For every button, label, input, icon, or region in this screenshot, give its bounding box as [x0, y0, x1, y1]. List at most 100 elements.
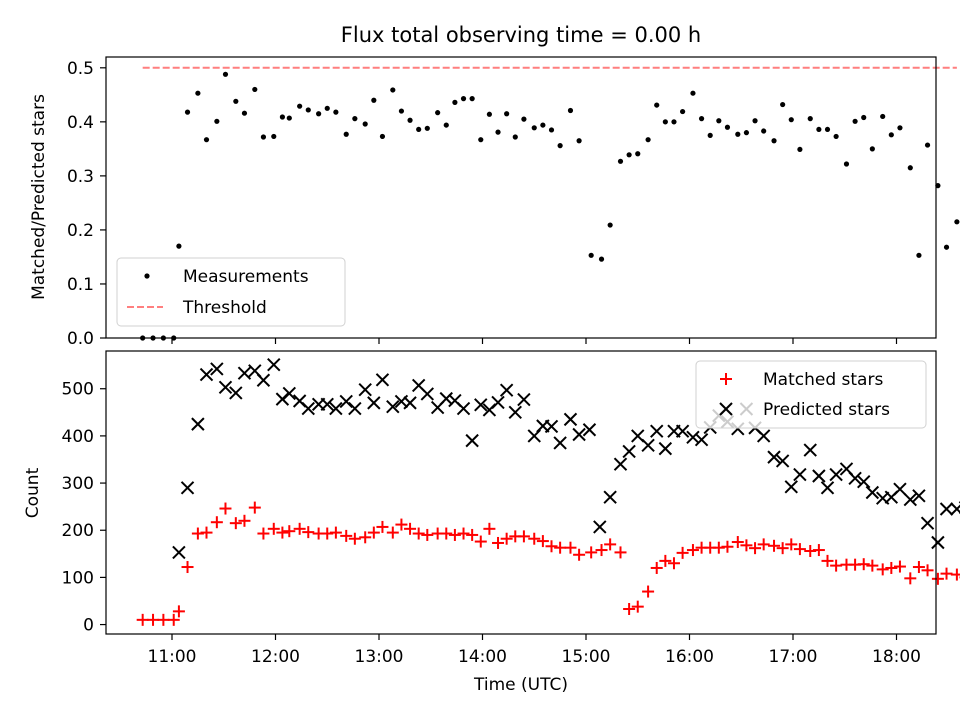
measurement-point: [654, 102, 659, 107]
measurement-point: [646, 137, 651, 142]
measurement-point: [635, 151, 640, 156]
measurement-point: [789, 117, 794, 122]
measurement-point: [761, 128, 766, 133]
measurement-point: [699, 116, 704, 121]
measurement-point: [325, 106, 330, 111]
measurement-point: [608, 222, 613, 227]
measurement-point: [287, 115, 292, 120]
x-tick-label: 15:00: [562, 647, 611, 667]
top-y-axis-label: Matched/Predicted stars: [29, 94, 49, 300]
measurement-point: [344, 132, 349, 137]
legend-measurements-label: Measurements: [183, 267, 309, 287]
measurement-point: [380, 134, 385, 139]
measurement-point: [416, 127, 421, 132]
measurement-point: [532, 125, 537, 130]
measurement-point: [808, 116, 813, 121]
measurement-point: [797, 147, 802, 152]
measurement-point: [771, 138, 776, 143]
measurement-point: [495, 130, 500, 135]
chart-title: Flux total observing time = 0.00 h: [341, 23, 701, 47]
measurement-point: [744, 130, 749, 135]
x-tick-label: 18:00: [872, 647, 921, 667]
measurement-point: [589, 253, 594, 258]
measurement-point: [861, 115, 866, 120]
measurement-point: [461, 96, 466, 101]
x-tick-label: 12:00: [251, 647, 300, 667]
measurement-point: [280, 114, 285, 119]
measurement-point: [627, 152, 632, 157]
measurement-point: [834, 134, 839, 139]
measurement-point: [618, 159, 623, 164]
measurement-point: [452, 100, 457, 105]
measurement-point: [204, 137, 209, 142]
top-legend: Measurements Threshold: [117, 258, 345, 326]
x-tick-label: 17:00: [769, 647, 818, 667]
measurement-point: [889, 132, 894, 137]
x-tick-label: 14:00: [458, 647, 507, 667]
bottom-y-tick-label: 400: [62, 427, 94, 447]
top-y-tick-label: 0.3: [67, 167, 94, 187]
measurement-point: [540, 122, 545, 127]
measurement-point: [333, 110, 338, 115]
top-y-tick-label: 0.5: [67, 59, 94, 79]
measurement-point: [297, 104, 302, 109]
measurement-point: [521, 117, 526, 122]
measurement-point: [880, 114, 885, 119]
measurement-point: [363, 121, 368, 126]
measurement-point: [487, 112, 492, 117]
measurement-point: [816, 127, 821, 132]
measurement-point: [425, 126, 430, 131]
bottom-y-tick-label: 200: [62, 521, 94, 541]
measurement-point: [195, 91, 200, 96]
measurement-point: [954, 219, 959, 224]
measurement-point: [725, 125, 730, 130]
legend-measurements-marker: [144, 273, 149, 278]
measurement-point: [306, 107, 311, 112]
measurement-point: [825, 127, 830, 132]
measurement-point: [316, 111, 321, 116]
top-y-tick-label: 0.0: [67, 329, 94, 349]
measurement-point: [908, 165, 913, 170]
measurement-point: [599, 257, 604, 262]
measurement-point: [844, 161, 849, 166]
measurement-point: [435, 110, 440, 115]
measurement-point: [663, 119, 668, 124]
measurement-point: [925, 142, 930, 147]
bottom-y-tick-label: 500: [62, 380, 94, 400]
x-axis-label: Time (UTC): [473, 675, 568, 695]
measurement-point: [252, 87, 257, 92]
bottom-y-axis-label: Count: [23, 467, 43, 518]
x-tick-label: 11:00: [148, 647, 197, 667]
measurement-point: [390, 87, 395, 92]
measurement-point: [399, 108, 404, 113]
measurement-point: [671, 119, 676, 124]
top-y-tick-label: 0.2: [67, 221, 94, 241]
measurement-point: [214, 119, 219, 124]
measurement-point: [568, 108, 573, 113]
measurement-point: [504, 111, 509, 116]
measurement-point: [176, 244, 181, 249]
measurement-point: [708, 133, 713, 138]
measurement-point: [478, 137, 483, 142]
measurement-point: [261, 134, 266, 139]
x-tick-label: 13:00: [355, 647, 404, 667]
measurement-point: [690, 91, 695, 96]
measurement-point: [407, 118, 412, 123]
measurement-point: [897, 125, 902, 130]
legend-matched-label: Matched stars: [763, 370, 883, 390]
legend-predicted-label: Predicted stars: [763, 400, 890, 420]
measurement-point: [185, 110, 190, 115]
bottom-y-tick-label: 0: [83, 616, 94, 636]
top-y-tick-label: 0.4: [67, 113, 94, 133]
measurement-point: [549, 127, 554, 132]
measurement-point: [716, 118, 721, 123]
measurement-point: [853, 119, 858, 124]
measurement-point: [470, 96, 475, 101]
bottom-legend: Matched stars Predicted stars: [696, 361, 926, 428]
measurement-point: [271, 134, 276, 139]
measurement-point: [223, 72, 228, 77]
measurement-point: [944, 245, 949, 250]
measurement-point: [233, 99, 238, 104]
